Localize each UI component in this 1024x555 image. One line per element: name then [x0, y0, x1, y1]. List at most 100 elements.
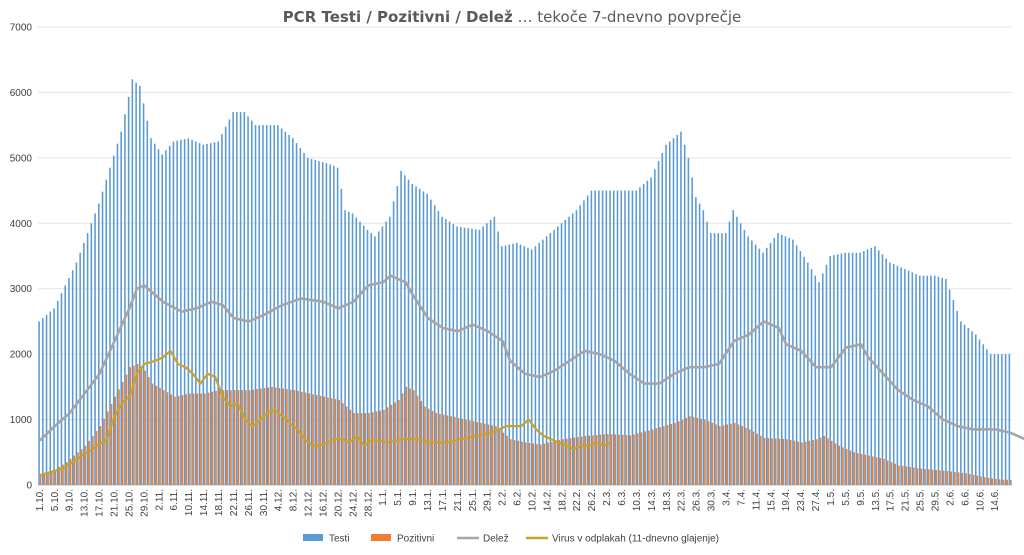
bar-testi [650, 177, 652, 485]
bar-testi [691, 177, 693, 485]
bar-testi [937, 276, 940, 485]
legend-pozitivni-swatch [371, 534, 391, 541]
bar-pozitivni [334, 399, 337, 485]
bar-pozitivni [342, 403, 344, 485]
x-tick-label: 1.1. [378, 489, 389, 506]
legend: Testi Pozitivni Delež Virus v odplakah (11-… [303, 534, 719, 545]
bar-pozitivni [804, 441, 807, 485]
x-tick-label: 26.11. [244, 489, 255, 516]
bar-pozitivni [278, 387, 281, 485]
x-tick-label: 6.3. [617, 489, 628, 506]
bar-pozitivni [51, 471, 53, 485]
x-tick-label: 2.2. [498, 489, 509, 506]
x-tick-label: 5.10. [50, 489, 61, 511]
bar-testi [426, 193, 428, 486]
bar-testi [247, 116, 249, 486]
bar-pozitivni [625, 435, 628, 485]
bar-testi [724, 233, 727, 485]
bar-testi [482, 226, 484, 486]
bar-testi [493, 216, 496, 485]
bar-pozitivni [663, 426, 665, 485]
bar-testi [930, 275, 932, 485]
bar-testi [560, 223, 563, 486]
bar-testi [381, 226, 384, 486]
bar-pozitivni [696, 417, 699, 485]
bar-testi [627, 190, 630, 486]
bar-pozitivni [88, 440, 90, 485]
bar-pozitivni [618, 434, 620, 485]
x-tick-label: 13.10. [80, 489, 91, 517]
bar-testi [844, 252, 846, 485]
bar-pozitivni [495, 426, 497, 485]
bar-pozitivni [678, 421, 680, 485]
x-tick-label: 17.10. [95, 489, 106, 517]
bar-pozitivni [965, 473, 967, 485]
bar-testi [803, 256, 805, 485]
bar-pozitivni [39, 475, 42, 485]
bar-testi [1001, 354, 1003, 485]
bar-pozitivni [566, 438, 568, 485]
bar-pozitivni [353, 413, 355, 485]
bar-pozitivni [398, 399, 400, 485]
bar-pozitivni [413, 390, 415, 485]
bar-pozitivni [984, 477, 986, 485]
bar-testi [370, 233, 372, 485]
bar-testi [314, 160, 317, 486]
bar-pozitivni [614, 434, 617, 485]
bar-pozitivni [633, 434, 635, 485]
bar-testi [202, 144, 205, 485]
bar-pozitivni [185, 394, 187, 485]
bar-testi [765, 247, 768, 485]
bar-pozitivni [69, 458, 72, 485]
bar-testi [672, 138, 675, 485]
bar-testi [616, 190, 619, 486]
bar-pozitivni [745, 427, 747, 485]
y-tick-label: 7000 [10, 23, 33, 34]
bar-pozitivni [133, 365, 135, 485]
x-tick-label: 12.12. [304, 489, 315, 517]
bar-pozitivni [685, 417, 688, 485]
bar-pozitivni [666, 425, 669, 485]
bar-pozitivni [573, 437, 576, 485]
bar-testi [624, 190, 626, 486]
bar-pozitivni [588, 435, 591, 485]
bar-testi [687, 157, 690, 485]
bar-testi [870, 247, 873, 485]
bar-pozitivni [763, 437, 766, 485]
bar-testi [157, 149, 160, 485]
x-tick-label: 5.5. [841, 489, 852, 506]
x-tick-label: 18.11. [214, 489, 225, 516]
bar-testi [415, 186, 417, 485]
bar-pozitivni [357, 413, 359, 485]
bar-pozitivni [107, 411, 109, 485]
bar-testi [739, 223, 742, 486]
bar-pozitivni [532, 443, 535, 485]
x-tick-label: 14.6. [990, 489, 1001, 511]
bar-pozitivni [733, 422, 736, 485]
bar-testi [859, 252, 861, 485]
bar-pozitivni [886, 460, 889, 485]
bar-testi [120, 131, 122, 485]
bar-testi [153, 143, 156, 485]
bar-testi [64, 285, 66, 485]
x-tick-label: 13.5. [871, 489, 882, 511]
bar-testi [90, 223, 93, 486]
bar-pozitivni [390, 404, 393, 485]
bar-testi [109, 167, 111, 485]
bar-pozitivni [860, 453, 863, 485]
bar-testi [978, 339, 981, 485]
bar-testi [881, 254, 884, 485]
x-tick-label: 14.2. [542, 489, 553, 511]
bar-pozitivni [260, 388, 262, 485]
bar-pozitivni [301, 391, 303, 485]
x-tick-label: 18.3. [662, 489, 673, 511]
x-tick-label: 22.2. [572, 489, 583, 511]
bar-testi [213, 142, 216, 485]
bar-testi [590, 190, 593, 486]
bar-testi [915, 273, 917, 485]
bar-pozitivni [655, 428, 658, 485]
legend-testi-label: Testi [329, 534, 350, 545]
bar-testi [564, 220, 567, 485]
bar-pozitivni [931, 469, 934, 485]
bar-pozitivni [584, 435, 587, 485]
